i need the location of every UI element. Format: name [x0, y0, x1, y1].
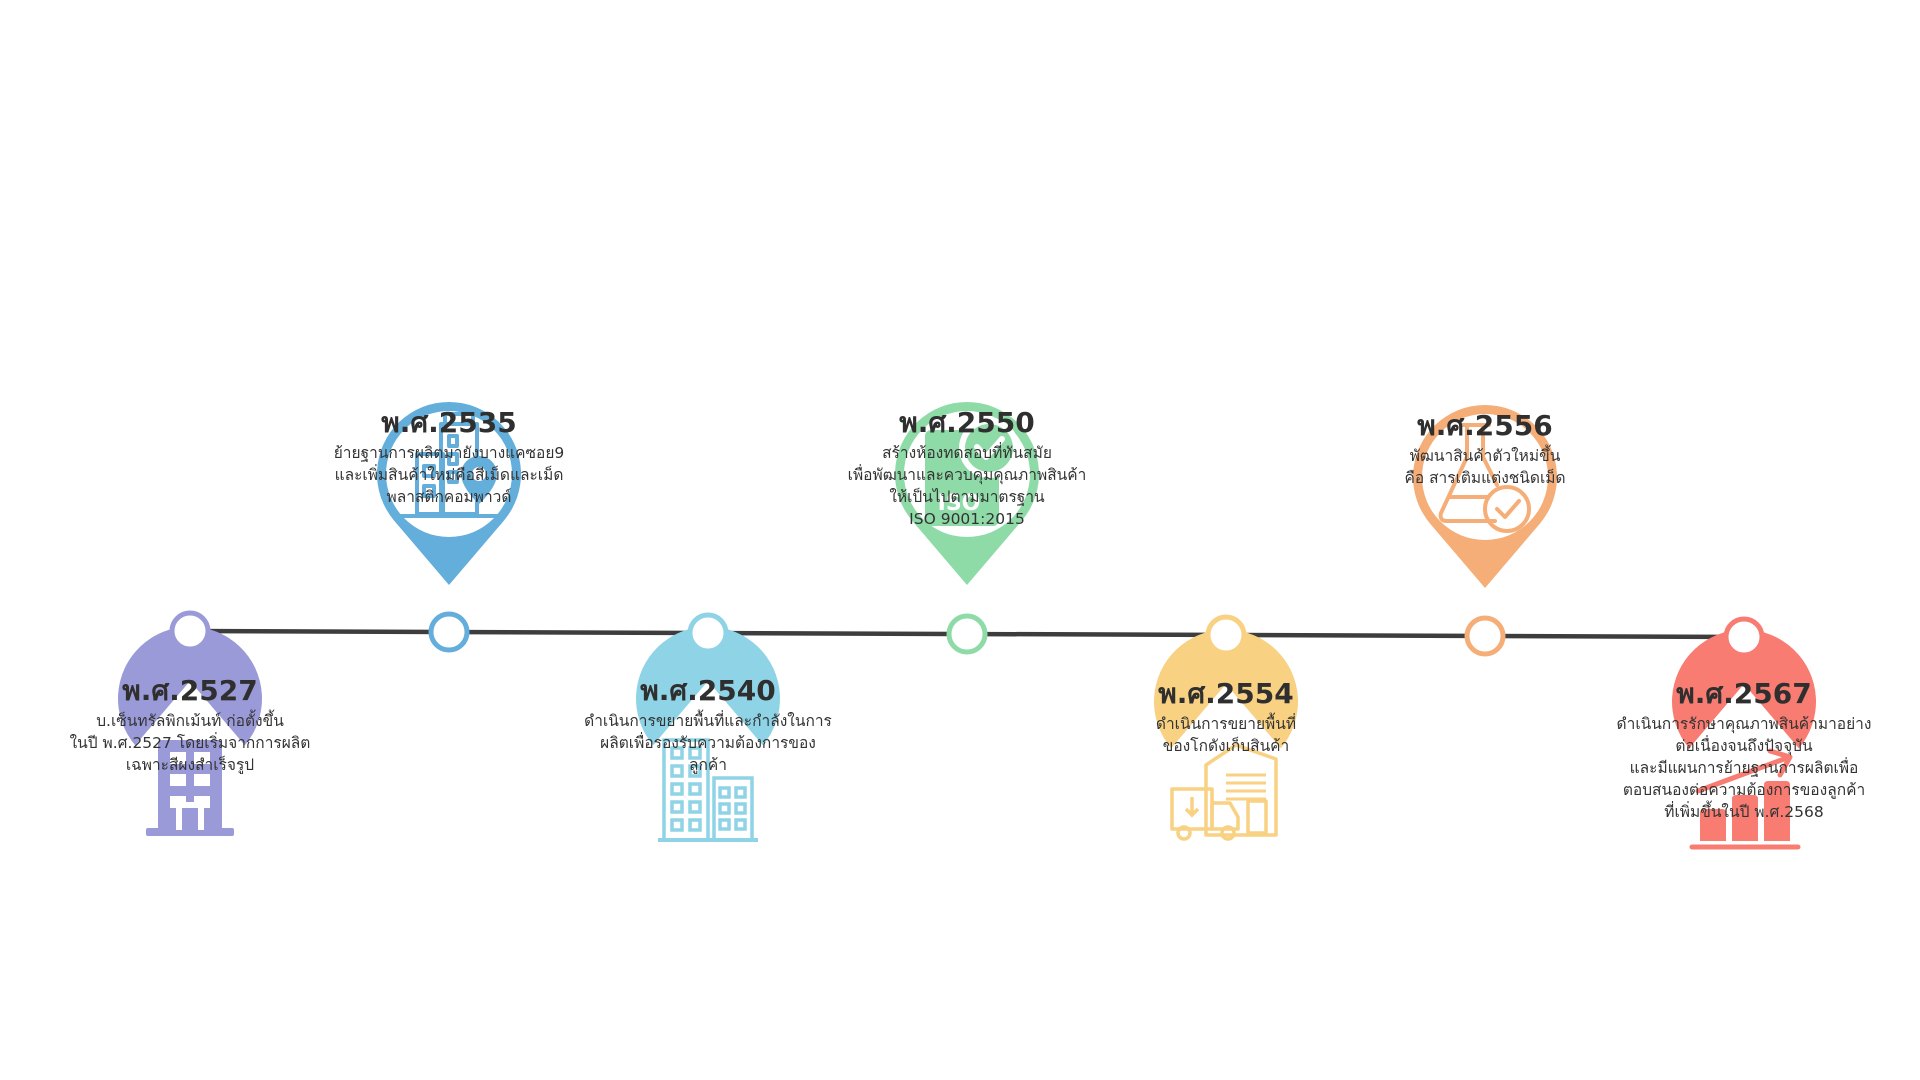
milestone-description: ดำเนินการขยายพื้นที่ของโกดังเก็บสินค้า [1096, 713, 1356, 757]
description-line: ดำเนินการขยายพื้นที่ [1155, 715, 1297, 733]
warehouse-truck-icon [1170, 743, 1278, 841]
milestone-label: พ.ศ.2554 ดำเนินการขยายพื้นที่ ของโกดังเก็บ… [1096, 677, 1356, 757]
timeline-node [687, 612, 729, 654]
milestone-description: ดำเนินการขยายพื้นที่และกำลังในการผลิตเพื… [578, 710, 838, 776]
description-line: ในปี พ.ศ.2527 โดยเริ่มจากการผลิต [69, 734, 311, 752]
description-line: ย้ายฐานการผลิตมายังบางแคซอย9 [333, 444, 565, 462]
milestone-description: ย้ายฐานการผลิตมายังบางแคซอย9 และเพิ่มสินค… [319, 442, 579, 508]
milestone-label: พ.ศ.2556 พัฒนาสินค้าตัวใหม่ขึ้น คือ สารเติ… [1355, 409, 1615, 489]
description-line: ตอบสนองต่อความต้องการของลูกค้า [1622, 781, 1866, 799]
milestone-description: สร้างห้องทดสอบที่ทันสมัยเพื่อพัฒนาและควบ… [837, 442, 1097, 530]
milestone-description: บ.เซ็นทรัลพิกเม้นท์ ก่อตั้งขึ้นในปี พ.ศ.… [60, 710, 320, 776]
svg-text:ISO: ISO [938, 491, 981, 516]
milestone-label: พ.ศ.2535 ย้ายฐานการผลิตมายังบางแคซอย9 และเ… [319, 406, 579, 508]
city-buildings-icon [658, 738, 758, 842]
milestone-label: พ.ศ.2567 ดำเนินการรักษาคุณภาพสินค้ามาอย่า… [1614, 677, 1874, 823]
pin-shape [1154, 629, 1298, 749]
description-line: ดำเนินการรักษาคุณภาพสินค้ามาอย่าง [1616, 715, 1872, 733]
description-line: และมีแผนการย้ายฐานการผลิตเพื่อ [1629, 759, 1859, 777]
description-line: ลูกค้า [689, 756, 727, 774]
timeline-node [946, 613, 988, 655]
milestone-pin [1671, 629, 1816, 858]
description-line: ดำเนินการขยายพื้นที่และกำลังในการ [584, 712, 832, 730]
pin-inner-circle [1163, 732, 1289, 858]
milestone-label: พ.ศ.2550 สร้างห้องทดสอบที่ทันสมัย เพื่อพัฒ… [837, 406, 1097, 530]
milestone-pin [1154, 629, 1298, 858]
pin-inner-circle [1422, 414, 1548, 540]
description-line: ผลิตเพื่อรองรับความต้องการของ [600, 734, 816, 752]
description-line: ต่อเนื่องจนถึงปัจจุบัน [1675, 737, 1813, 755]
office-building-icon [146, 740, 234, 836]
milestone-label: พ.ศ.2540 ดำเนินการขยายพื้นที่และกำลังในกา… [578, 674, 838, 776]
description-line: ที่เพิ่มขึ้นในปี พ.ศ.2568 [1664, 803, 1824, 821]
description-line: คือ สารเติมแต่งชนิดเม็ด [1404, 469, 1566, 487]
description-line: ให้เป็นไปตามมาตรฐาน [889, 488, 1045, 506]
timeline-node [428, 611, 470, 653]
milestone-year: พ.ศ.2535 [381, 406, 517, 439]
milestone-year: พ.ศ.2540 [640, 674, 776, 707]
timeline-node [1205, 614, 1247, 656]
flask-check-icon [1438, 423, 1531, 533]
milestone-label: พ.ศ.2527 บ.เซ็นทรัลพิกเม้นท์ ก่อตั้งขึ้นใ… [60, 674, 320, 776]
growth-chart-icon [1689, 748, 1801, 850]
milestone-pin [117, 626, 262, 855]
milestone-year: พ.ศ.2527 [122, 674, 258, 707]
milestone-pin [377, 401, 521, 585]
milestone-pin [1412, 404, 1557, 588]
iso-certificate-icon: ISO [925, 418, 1019, 526]
description-line: เพื่อพัฒนาและควบคุมคุณภาพสินค้า [847, 466, 1087, 484]
timeline-node [1464, 615, 1506, 657]
milestone-description: ดำเนินการรักษาคุณภาพสินค้ามาอย่างต่อเนื่… [1614, 713, 1874, 823]
milestone-description: พัฒนาสินค้าตัวใหม่ขึ้นคือ สารเติมแต่งชนิ… [1355, 445, 1615, 489]
description-line: บ.เซ็นทรัลพิกเม้นท์ ก่อตั้งขึ้น [96, 712, 284, 730]
description-line: สร้างห้องทดสอบที่ทันสมัย [882, 444, 1052, 462]
pin-shape [1671, 629, 1816, 749]
pin-shape [636, 626, 781, 746]
description-line: พัฒนาสินค้าตัวใหม่ขึ้น [1409, 447, 1561, 465]
description-line: ISO 9001:2015 [909, 510, 1025, 528]
milestone-year: พ.ศ.2554 [1158, 677, 1294, 710]
pin-shape [117, 626, 262, 746]
milestone-pin [636, 626, 781, 855]
timeline-node [1723, 616, 1765, 658]
milestone-year: พ.ศ.2567 [1676, 677, 1812, 710]
description-line: พลาสติกคอมพาวด์ [386, 488, 512, 506]
description-line: เฉพาะสีผงสำเร็จรูป [125, 756, 255, 774]
timeline-node [169, 610, 211, 652]
building-location-pin-icon [399, 412, 501, 518]
milestone-year: พ.ศ.2550 [899, 406, 1035, 439]
milestone-pin: ISO [894, 402, 1040, 585]
milestone-year: พ.ศ.2556 [1417, 409, 1553, 442]
description-line: และเพิ่มสินค้าใหม่คือสีเม็ดและเม็ด [334, 466, 564, 484]
description-line: ของโกดังเก็บสินค้า [1162, 737, 1290, 755]
